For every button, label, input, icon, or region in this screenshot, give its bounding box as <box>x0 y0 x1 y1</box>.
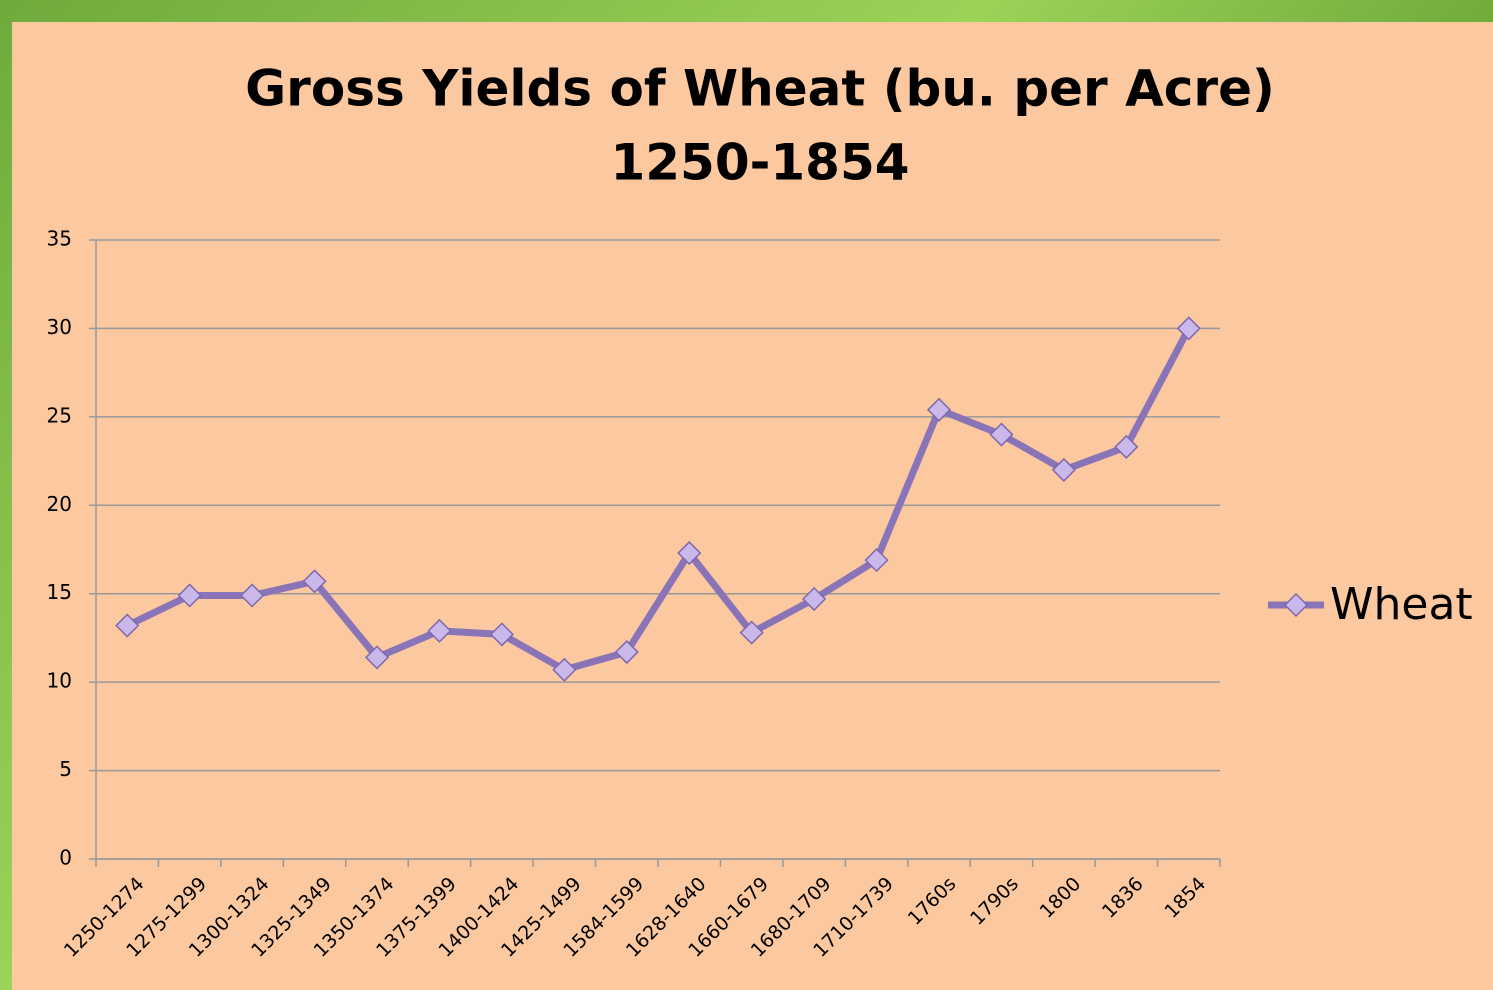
chart: Gross Yields of Wheat (bu. per Acre) 125… <box>0 0 1493 990</box>
y-tick-label: 15 <box>47 580 72 604</box>
chart-title: 1250-1854 <box>610 134 909 192</box>
y-tick-label: 25 <box>47 403 72 427</box>
chart-title: Gross Yields of Wheat (bu. per Acre) <box>245 60 1275 118</box>
page: Gross Yields of Wheat (bu. per Acre) 125… <box>0 0 1493 990</box>
y-tick-label: 35 <box>47 227 72 251</box>
y-tick-label: 5 <box>59 757 72 781</box>
y-tick-label: 10 <box>47 669 72 693</box>
y-tick-label: 30 <box>47 315 72 339</box>
y-tick-label: 20 <box>47 492 72 516</box>
y-tick-label: 0 <box>59 846 72 870</box>
legend-label: Wheat <box>1330 579 1473 630</box>
